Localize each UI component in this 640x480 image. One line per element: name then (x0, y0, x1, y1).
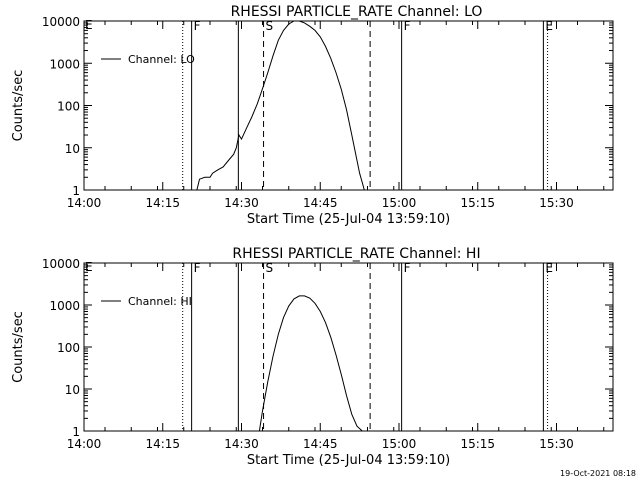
series-line (191, 20, 365, 191)
footer-timestamp: 19-Oct-2021 08:18 (560, 469, 636, 478)
marker-label: F (194, 261, 201, 275)
x-tick-label: 14:30 (224, 437, 259, 451)
x-tick-label: 14:00 (67, 196, 102, 210)
x-tick-label: 14:15 (145, 196, 180, 210)
plot-frame (83, 20, 614, 191)
x-axis-label: Start Time (25-Jul-04 13:59:10) (247, 453, 450, 468)
marker-label: F (194, 19, 201, 33)
x-tick-label: 14:30 (224, 196, 259, 210)
y-tick-label: 1000 (49, 299, 80, 313)
x-tick-label: 14:45 (303, 437, 338, 451)
series-line (258, 295, 363, 432)
x-tick-label: 15:15 (460, 437, 495, 451)
marker-label: F (404, 19, 411, 33)
y-tick-label: 10 (65, 142, 80, 156)
y-tick-label: 10000 (42, 257, 80, 271)
x-tick-label: 15:30 (539, 437, 574, 451)
y-tick-label: 100 (57, 100, 80, 114)
x-tick-label: 15:00 (382, 437, 417, 451)
y-tick-label: 10 (65, 383, 80, 397)
x-tick-label: 14:00 (67, 437, 102, 451)
chart-title: RHESSI PARTICLE_RATE Channel: HI (232, 246, 480, 262)
y-tick-label: 100 (57, 341, 80, 355)
legend-label: Channel: LO (128, 53, 195, 66)
legend-label: Channel: HI (128, 295, 192, 308)
marker-label: F (404, 261, 411, 275)
y-tick-label: 1 (72, 425, 80, 439)
x-tick-label: 14:45 (303, 196, 338, 210)
marker-label: S (266, 19, 274, 33)
marker-label: E (85, 260, 93, 274)
x-axis-label: Start Time (25-Jul-04 13:59:10) (247, 212, 450, 227)
y-tick-label: 1 (72, 184, 80, 198)
plot-frame (83, 262, 614, 432)
x-tick-label: 15:15 (460, 196, 495, 210)
x-tick-label: 15:00 (382, 196, 417, 210)
y-tick-label: 1000 (49, 57, 80, 71)
chart-title: RHESSI PARTICLE_RATE Channel: LO (231, 4, 483, 20)
marker-label: S (266, 261, 274, 275)
x-tick-label: 14:15 (145, 437, 180, 451)
y-axis-label: Counts/sec (11, 70, 26, 142)
x-tick-label: 15:30 (539, 196, 574, 210)
marker-label: E (545, 261, 553, 275)
y-axis-label: Counts/sec (11, 311, 26, 383)
y-tick-label: 10000 (42, 15, 80, 29)
marker-label: E (545, 19, 553, 33)
marker-label: E (85, 18, 93, 32)
